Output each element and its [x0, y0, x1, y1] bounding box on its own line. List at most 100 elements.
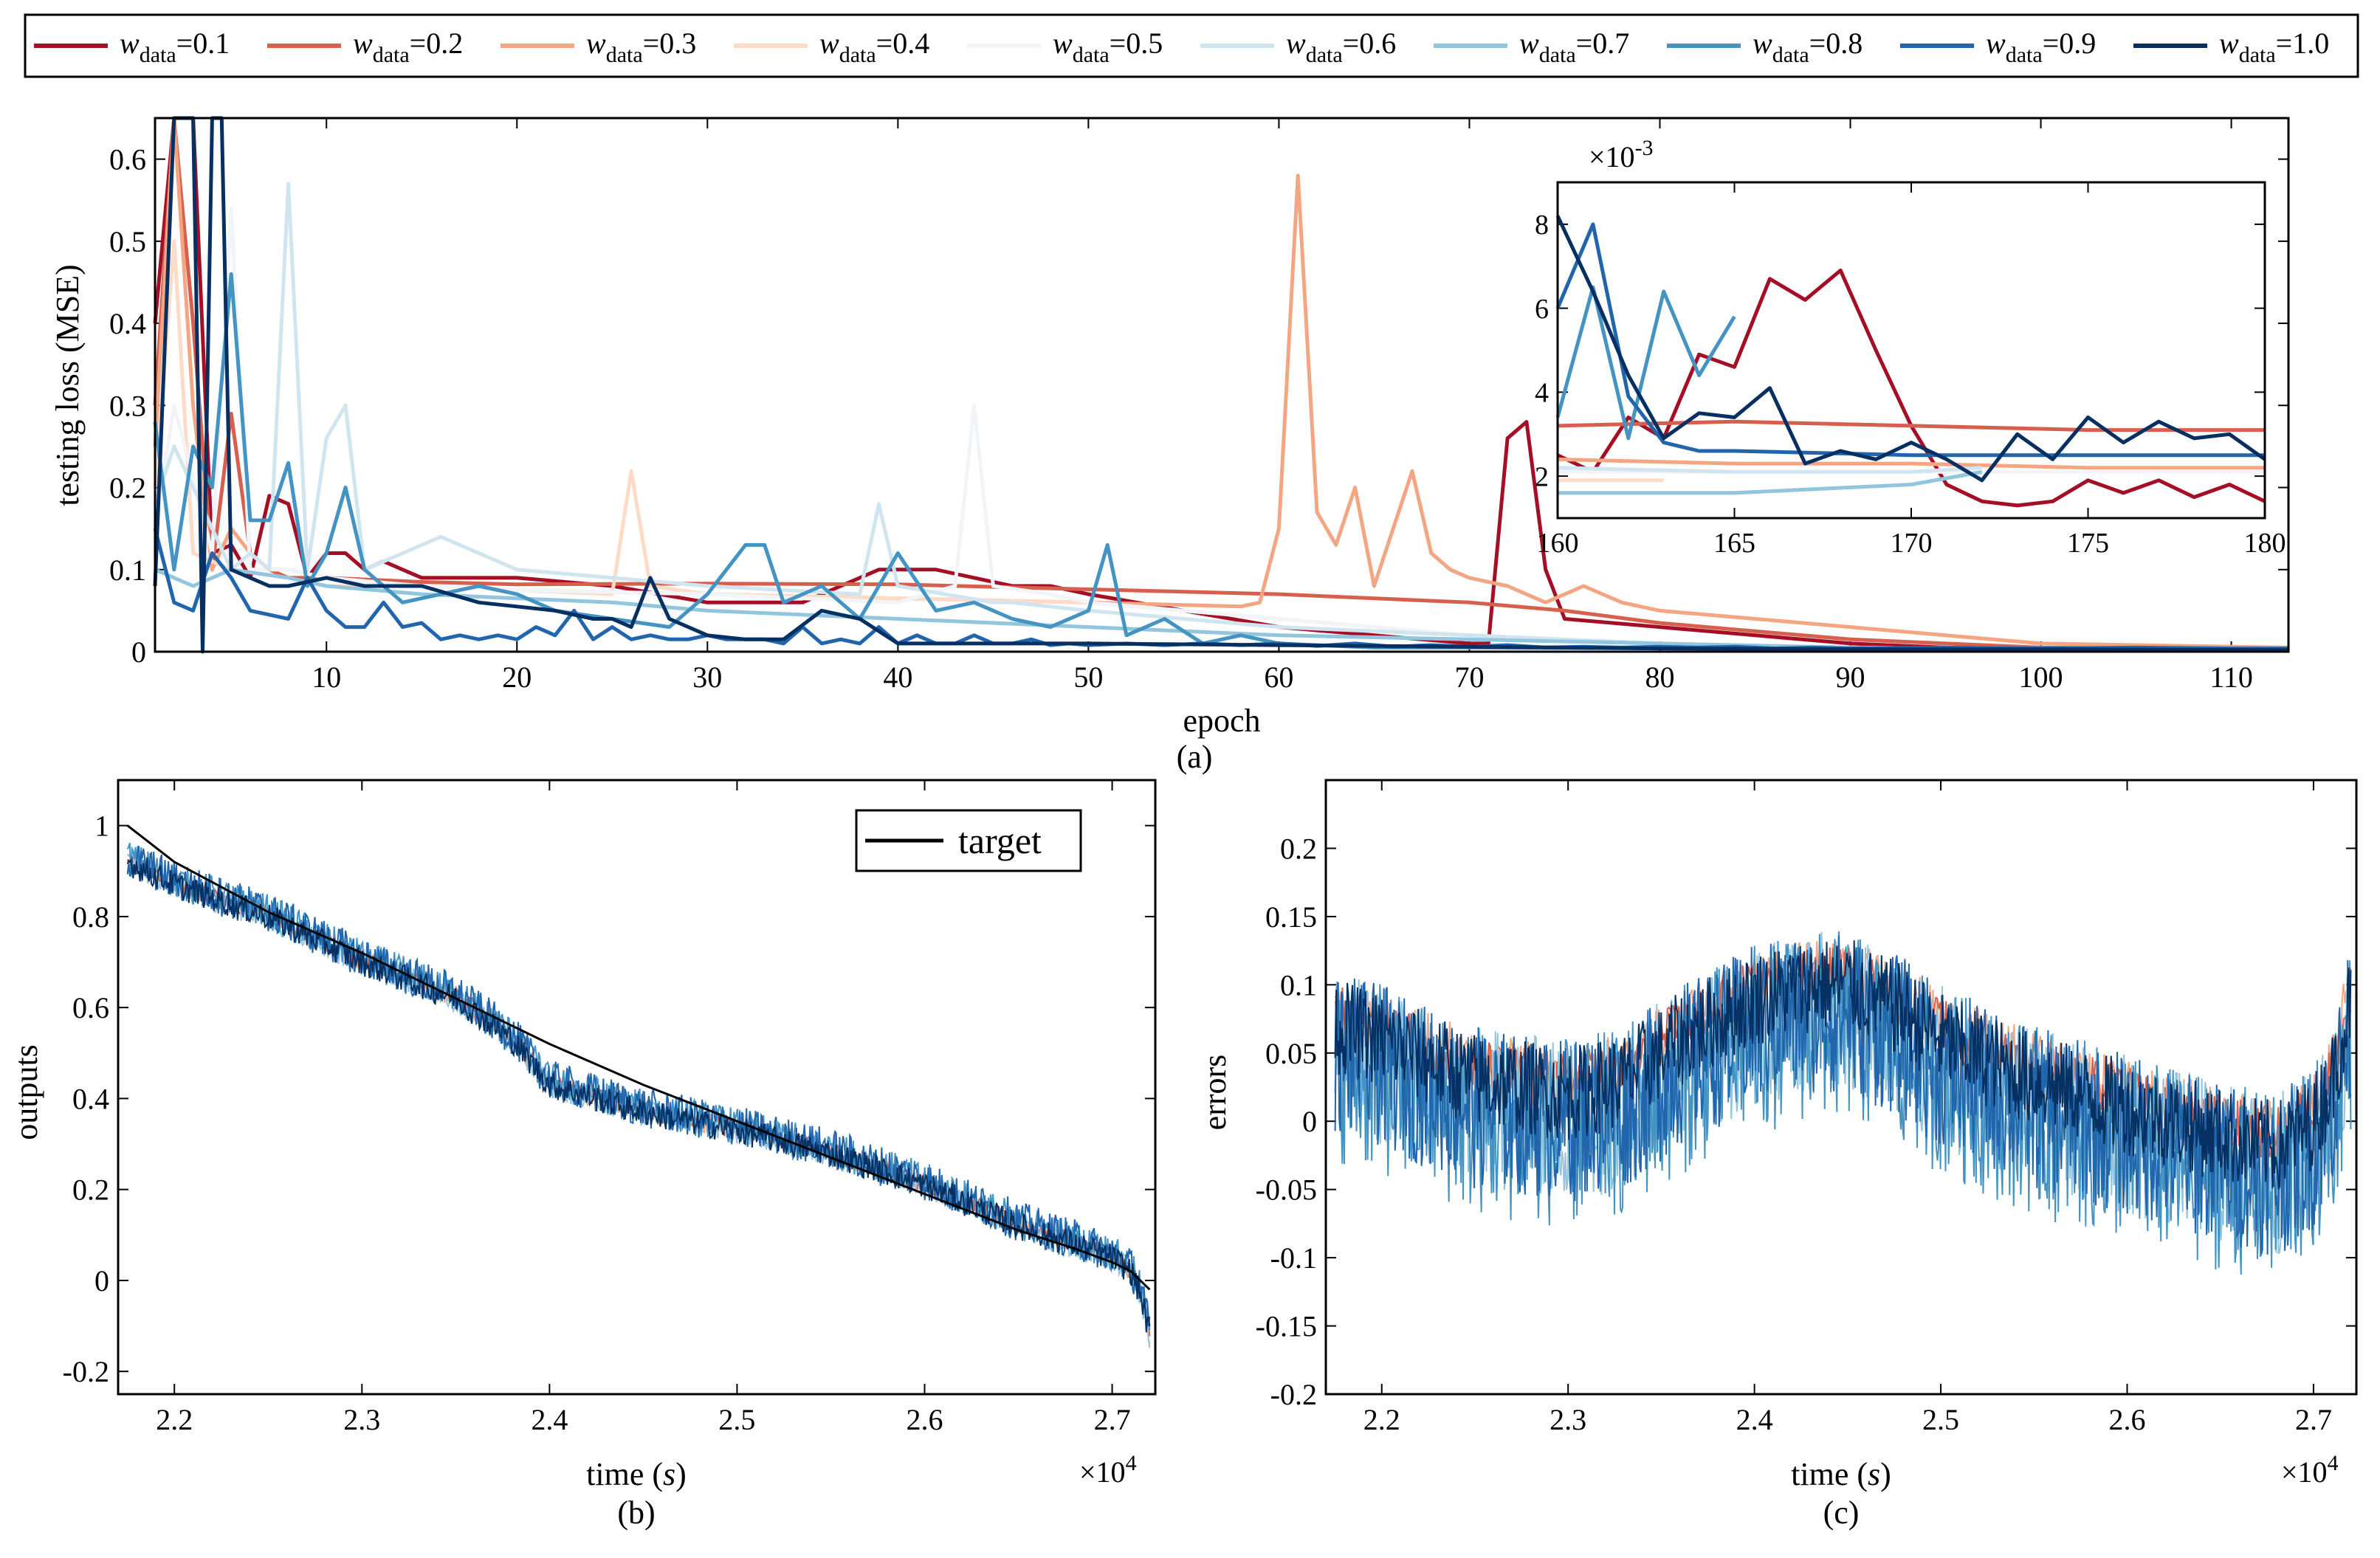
x-axis-label-a: epoch [1183, 703, 1260, 739]
legend-entry: wdata=0.2 [267, 27, 463, 67]
x-tick-label: 165 [1713, 528, 1755, 559]
x-tick-label: 20 [502, 661, 532, 694]
legend-entry: wdata=0.4 [734, 27, 929, 67]
axes-box-b [117, 779, 1157, 1396]
x-tick-label: 2.5 [1922, 1403, 1959, 1436]
series-line [1555, 285, 1736, 441]
caption-c: (c) [1823, 1495, 1860, 1531]
x-tick-label: 2.3 [1550, 1403, 1586, 1436]
y-tick-label: 6 [1535, 294, 1549, 325]
y-tick-label: 0.1 [109, 554, 146, 587]
y-axis-label-b: outputs [8, 1044, 44, 1140]
x-axis-label-c: time (s) [1791, 1456, 1891, 1492]
x-tick-label: 2.2 [1363, 1403, 1400, 1436]
legend-entry: wdata=0.1 [34, 27, 230, 67]
legend-entry: wdata=0.9 [1900, 27, 2096, 67]
inset-panel: 160 165 170 175 180 2 4 6 8 ×10-3 [1535, 136, 2286, 559]
caption-b: (b) [617, 1495, 655, 1531]
series-group-b [126, 824, 1151, 1348]
y-axis-label-a: testing loss (MSE) [49, 264, 86, 506]
legend-label: wdata=0.7 [1519, 27, 1629, 67]
x-tick-label: 2.3 [343, 1403, 380, 1436]
legend-label: wdata=0.8 [1753, 27, 1863, 67]
y-tick-label: 0.2 [1280, 832, 1317, 865]
legend-entry: wdata=0.8 [1667, 27, 1863, 67]
axis-ticks-inset: 160 165 170 175 180 2 4 6 8 [1535, 182, 2286, 559]
y-tick-label: 0.3 [109, 389, 146, 422]
series-line [1557, 457, 2265, 470]
series-group-inset [1555, 215, 2266, 508]
x-tick-label: 160 [1537, 528, 1579, 559]
caption-a: (a) [1177, 739, 1213, 775]
x-tick-label: 40 [883, 661, 912, 694]
legend-entry: wdata=0.7 [1434, 27, 1629, 67]
y-tick-label: 0 [1302, 1105, 1317, 1138]
legend-entry: wdata=0.3 [501, 27, 696, 67]
x-tick-label: 170 [1891, 528, 1933, 559]
y-tick-label: -0.2 [63, 1355, 109, 1388]
x-tick-label: 90 [1836, 661, 1865, 694]
panel-b: 2.2 2.3 2.4 2.5 2.6 2.7 -0.2 0 0.2 0.4 0.6 0.8 1 tar… [8, 779, 1157, 1531]
series-line [1334, 940, 2352, 1190]
y-tick-label: 0.1 [1280, 968, 1317, 1002]
legend-label: wdata=0.9 [1986, 27, 2096, 67]
legend-entry: wdata=1.0 [2133, 27, 2329, 67]
series-group-a [153, 116, 2289, 654]
series-line [1555, 215, 2266, 483]
legend-label: wdata=0.1 [120, 27, 230, 67]
x-tick-label: 10 [312, 661, 341, 694]
legend-b: target [855, 809, 1082, 872]
y-tick-label: 2 [1535, 461, 1549, 492]
axis-ticks-c: 2.2 2.3 2.4 2.5 2.6 2.7 -0.2 -0.15 -0.1 -0.05 0 0.0… [1256, 780, 2356, 1436]
x-axis-label-b: time (s) [586, 1456, 687, 1492]
series-line [1558, 469, 1983, 495]
x-tick-label: 60 [1264, 661, 1293, 694]
x-tick-label: 180 [2244, 528, 2286, 559]
plot-area-b [118, 780, 1155, 1394]
x-tick-label: 2.2 [156, 1403, 193, 1436]
series-line [1334, 935, 2352, 1255]
panel-c: 2.2 2.3 2.4 2.5 2.6 2.7 -0.2 -0.15 -0.1 -0.05 0 0.0… [1197, 779, 2358, 1531]
x-tick-label: 2.7 [2295, 1403, 2332, 1436]
y-tick-label: -0.15 [1256, 1310, 1317, 1343]
x-tick-label: 2.6 [906, 1403, 943, 1436]
y-tick-label: 0 [94, 1264, 109, 1297]
series-line [153, 116, 2289, 654]
x-tick-label: 2.7 [1094, 1403, 1131, 1436]
series-line [153, 116, 2289, 652]
legend-label: wdata=0.5 [1053, 27, 1163, 67]
series-line [1555, 222, 2265, 458]
y-tick-label: 8 [1535, 210, 1549, 241]
y-tick-label: -0.2 [1270, 1378, 1317, 1411]
series-line [126, 824, 1151, 1291]
y-axis-label-c: errors [1197, 1055, 1233, 1131]
x-tick-label: 70 [1454, 661, 1484, 694]
y-tick-label: 4 [1535, 378, 1549, 409]
y-tick-label: 1 [94, 810, 109, 843]
legend-label: wdata=0.6 [1286, 27, 1396, 67]
series-line [153, 116, 2288, 652]
x-tick-label: 80 [1645, 661, 1674, 694]
series-line [154, 568, 2289, 652]
x-tick-label: 50 [1073, 661, 1103, 694]
x-tick-label: 2.6 [2108, 1403, 2145, 1436]
x-tick-label: 2.4 [1736, 1403, 1773, 1436]
legend-entry: wdata=0.6 [1200, 27, 1396, 67]
y-tick-label: 0.6 [109, 143, 146, 176]
y-tick-label: 0.2 [109, 472, 146, 505]
series-group-c [1334, 931, 2352, 1275]
axis-ticks-b: 2.2 2.3 2.4 2.5 2.6 2.7 -0.2 0 0.2 0.4 0.6 0.8 1 [63, 780, 1155, 1436]
y-tick-label: 0.6 [72, 991, 109, 1024]
y-tick-label: 0 [131, 635, 146, 669]
legend-entry: wdata=0.5 [967, 27, 1163, 67]
y-tick-label: -0.1 [1270, 1241, 1317, 1275]
series-line [153, 182, 2289, 652]
y-tick-label: 0.15 [1265, 900, 1317, 934]
legend-b-label: target [958, 820, 1042, 861]
legend-label: wdata=0.2 [353, 27, 463, 67]
y-tick-label: 0.05 [1265, 1037, 1317, 1070]
y-tick-label: 0.2 [72, 1173, 109, 1207]
series-line [1557, 466, 1982, 474]
x-tick-label: 2.4 [531, 1403, 568, 1436]
